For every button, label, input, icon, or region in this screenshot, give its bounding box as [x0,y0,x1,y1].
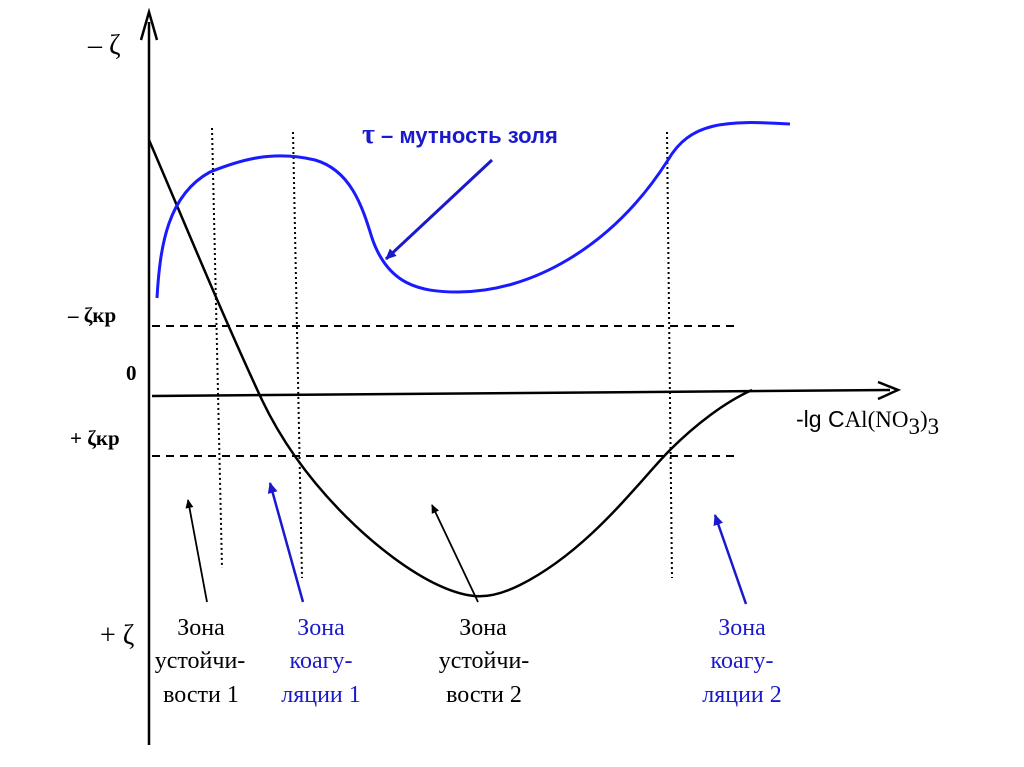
zone-separator-2 [292,131,303,579]
zone-coagulation-1-arrow [267,482,305,603]
zone-4-line-3: ляции 2 [702,682,782,708]
zone-2-line-1: Зона [297,615,345,641]
zone-2-line-3: ляции 1 [281,682,361,708]
x-label-prefix: -lg C [796,406,845,432]
turbidity-label: τ – мутность золя [362,119,558,150]
turbidity-pointer-arrow [384,158,494,261]
zone-2-line-2: коагу- [290,648,353,674]
zone-3-line-2: устойчи- [439,648,530,674]
zone-label-stability-2: Зона устойчи- вости 2 [439,615,530,708]
zero-label: 0 [126,361,137,385]
pos-critical-label: + ζкр [70,426,120,450]
zone-stability-2-arrow [431,504,479,603]
zone-1-line-3: вости 1 [163,682,239,708]
zone-stability-1-arrow [185,499,208,603]
zone-3-line-3: вости 2 [446,682,522,708]
zone-4-line-2: коагу- [711,648,774,674]
neg-critical-label: – ζкр [67,303,116,327]
zone-label-coagulation-2: Зона коагу- ляции 2 [702,615,782,708]
zone-separator-1 [211,127,223,569]
tau-symbol: τ [362,119,375,150]
x-label-formula: Al(NO [845,407,909,432]
x-label-close: ) [920,407,928,432]
x-label-sub1: 3 [908,414,920,439]
x-label-sub2: 3 [928,414,940,439]
zone-1-line-1: Зона [177,615,225,641]
y-axis-arrowhead [139,7,159,41]
turbidity-curve [155,121,791,299]
zone-separator-3 [666,131,673,579]
zone-label-stability-1: Зона устойчи- вости 1 [155,615,246,708]
y-bottom-label: + ζ [100,620,134,651]
zeta-potential-curve [147,139,753,598]
zone-coagulation-2-arrow [713,514,748,605]
turbidity-text: – мутность золя [375,123,558,148]
zone-3-line-1: Зона [459,615,507,641]
zone-label-coagulation-1: Зона коагу- ляции 1 [281,615,361,708]
y-top-label: – ζ [87,30,121,61]
x-axis-arrowhead [877,380,902,401]
zone-1-line-2: устойчи- [155,648,246,674]
zone-4-line-1: Зона [718,615,766,641]
x-axis [151,388,891,398]
x-axis-label: -lg CAl(NO3)3 [796,406,939,439]
